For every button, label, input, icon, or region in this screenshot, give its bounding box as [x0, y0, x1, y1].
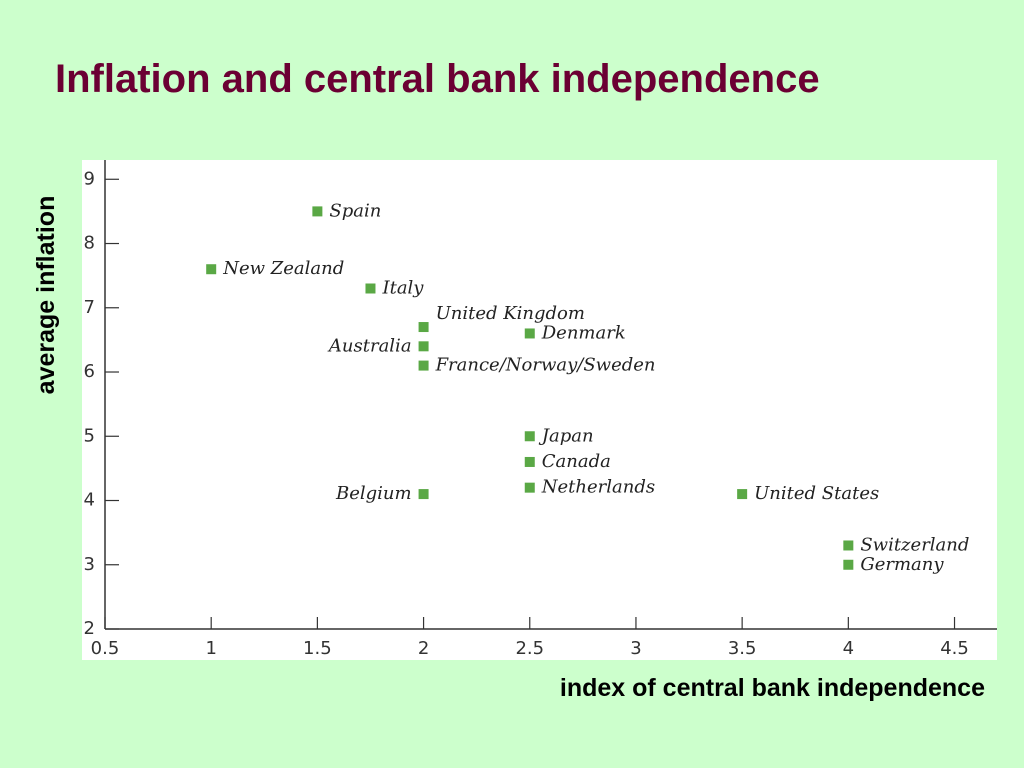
point-label: Switzerland — [860, 534, 969, 555]
point — [206, 264, 217, 275]
y-tick-label: 7 — [84, 297, 95, 318]
point-label: Netherlands — [541, 477, 655, 498]
point — [418, 489, 429, 500]
y-tick-label: 3 — [84, 554, 95, 575]
x-tick-label: 2 — [418, 638, 429, 659]
y-tick-label: 5 — [84, 425, 95, 446]
point — [418, 322, 429, 333]
point-label: Australia — [327, 335, 412, 356]
point — [312, 206, 323, 217]
x-tick-label: 4.5 — [940, 638, 969, 659]
y-tick-label: 9 — [84, 168, 95, 189]
point — [418, 360, 429, 371]
point-label: Japan — [538, 425, 594, 446]
point-label: United Kingdom — [436, 303, 585, 324]
point-label: United States — [754, 483, 879, 504]
point — [365, 283, 376, 294]
x-tick-label: 3.5 — [728, 638, 757, 659]
y-tick-label: 2 — [84, 618, 95, 639]
point-label: Italy — [381, 277, 424, 298]
y-tick-label: 6 — [84, 361, 95, 382]
point — [737, 489, 748, 500]
point-label: Canada — [542, 451, 611, 472]
point — [843, 540, 854, 551]
plot-area — [82, 160, 997, 660]
y-axis-title: average inflation — [32, 196, 60, 395]
point-label: Denmark — [541, 322, 626, 343]
point — [524, 328, 535, 339]
point — [524, 431, 535, 442]
y-tick-label: 8 — [84, 233, 95, 254]
point-label: Belgium — [335, 483, 412, 504]
x-tick-label: 1 — [205, 638, 216, 659]
point-label: Germany — [860, 554, 944, 575]
x-tick-label: 2.5 — [515, 638, 544, 659]
point — [418, 341, 429, 352]
x-tick-label: 4 — [843, 638, 854, 659]
x-tick-label: 1.5 — [303, 638, 332, 659]
point-label: France/Norway/Sweden — [435, 355, 656, 376]
x-axis-title: index of central bank independence — [560, 674, 985, 702]
x-tick-label: 3 — [630, 638, 641, 659]
point-label: Spain — [329, 200, 381, 221]
point — [843, 559, 854, 570]
point — [524, 456, 535, 467]
point-label: New Zealand — [222, 258, 344, 279]
x-tick-label: 0.5 — [91, 638, 120, 659]
y-tick-label: 4 — [84, 490, 95, 511]
chart-title: Inflation and central bank independence — [55, 57, 820, 101]
point — [524, 482, 535, 493]
